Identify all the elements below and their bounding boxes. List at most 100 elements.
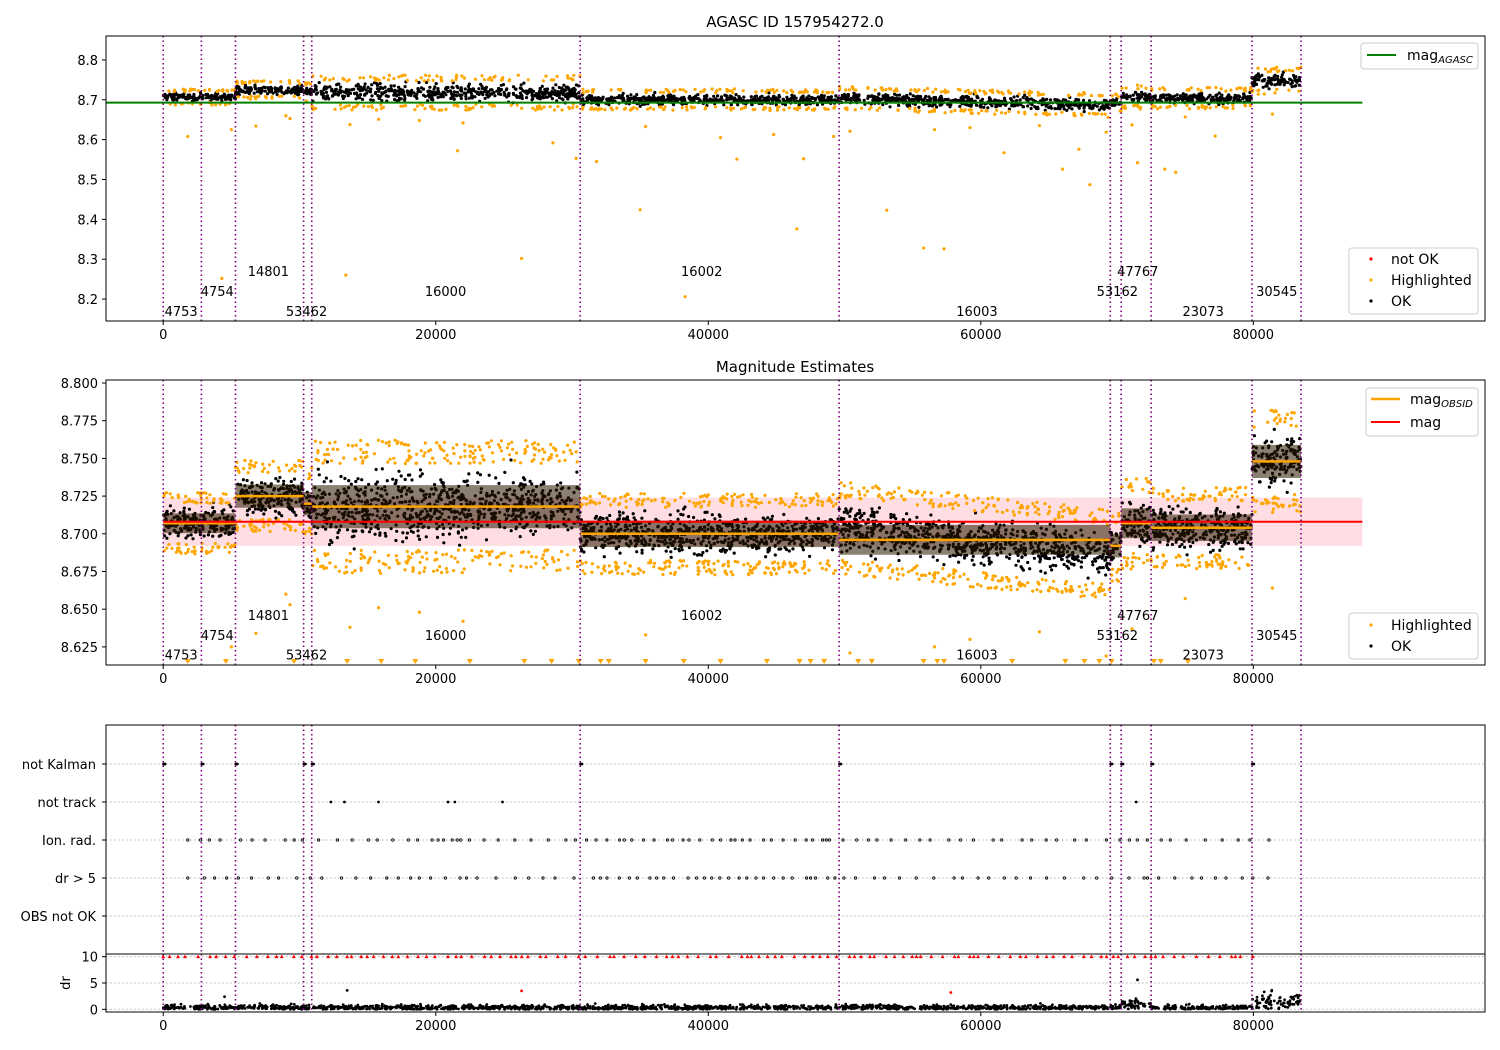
highlighted-point (988, 89, 992, 93)
y-axis: 8.28.38.48.58.68.78.8 (77, 54, 106, 308)
ok-point (1014, 563, 1018, 567)
y-tick-label: 8.7 (77, 94, 98, 109)
ok-point (545, 87, 550, 91)
highlighted-point (703, 107, 707, 111)
ok-point (463, 87, 467, 91)
ok-point (785, 95, 789, 99)
ok-point (407, 90, 411, 94)
ok-point (982, 105, 986, 109)
ok-point (737, 98, 741, 102)
ok-point (219, 533, 223, 537)
ok-point (397, 93, 401, 97)
ok-point (337, 82, 341, 86)
ok-point (1280, 73, 1284, 77)
highlighted-point (192, 87, 197, 92)
ok-point (418, 474, 422, 478)
ok-point (258, 90, 262, 94)
highlighted-point (1208, 86, 1212, 90)
highlighted-point (341, 77, 345, 81)
ok-point (477, 87, 481, 91)
highlighted-point (678, 88, 682, 92)
ok-point (169, 93, 173, 97)
ok-point (673, 547, 677, 551)
ok-point (852, 97, 856, 102)
highlighted-point (844, 88, 848, 92)
ok-point (1292, 73, 1296, 78)
ok-point (543, 87, 547, 92)
ok-point (479, 82, 483, 86)
ok-point (701, 550, 705, 555)
ok-point (617, 510, 622, 514)
ok-point (830, 548, 835, 552)
ok-point (1048, 98, 1053, 102)
ok-point (601, 516, 605, 521)
ok-point (767, 91, 771, 95)
highlighted-point (1205, 86, 1209, 90)
ok-point (1280, 77, 1284, 81)
highlighted-point (807, 106, 811, 110)
highlighted-point (560, 108, 564, 112)
ok-point (605, 516, 609, 520)
ok-point (1128, 95, 1132, 99)
highlighted-point (793, 107, 797, 111)
ok-point (503, 470, 507, 474)
highlighted-point (1007, 109, 1011, 113)
ok-point (1138, 96, 1142, 101)
ok-point (240, 89, 244, 94)
highlighted-point (277, 94, 281, 98)
ok-point (913, 102, 917, 106)
highlighted-point (580, 107, 585, 111)
highlighted-point (324, 76, 328, 80)
ok-point (163, 534, 167, 538)
highlighted-point (662, 90, 666, 95)
highlighted-point (866, 86, 870, 90)
highlighted-point (850, 85, 854, 89)
highlighted-point (480, 105, 484, 109)
highlighted-point (690, 106, 694, 110)
ok-point (344, 88, 348, 92)
highlighted-point (1213, 134, 1217, 138)
ok-point (476, 480, 480, 484)
ok-point (214, 97, 218, 101)
ok-point (876, 96, 881, 100)
highlighted-point (331, 77, 335, 81)
ok-point (1047, 106, 1051, 110)
ok-point (1294, 78, 1298, 82)
highlighted-point (480, 74, 484, 78)
highlighted-point (1034, 112, 1038, 116)
highlighted-point (1276, 70, 1280, 74)
highlighted-point (966, 88, 970, 92)
ok-point (186, 534, 190, 538)
ok-point (187, 507, 191, 511)
highlighted-point (1243, 86, 1247, 90)
ok-point (459, 87, 463, 91)
ok-point (325, 94, 330, 98)
magnitude-history-panel: AGASC ID 157954272.0 8.28.38.48.58.68.78… (77, 13, 1486, 343)
ok-point (736, 518, 740, 522)
ok-point (562, 88, 566, 92)
ok-point (1293, 84, 1297, 88)
highlighted-point (772, 90, 776, 94)
ok-point (253, 85, 257, 89)
ok-point (368, 90, 373, 94)
ok-point (1153, 96, 1157, 100)
ok-point (294, 513, 298, 517)
highlighted-point (1223, 106, 1227, 110)
ok-point (216, 96, 220, 101)
highlighted-point (570, 77, 575, 82)
highlighted-point (968, 126, 972, 130)
ok-point (1228, 98, 1232, 102)
ok-point (911, 97, 916, 102)
ok-point (846, 94, 851, 98)
highlighted-point (1219, 87, 1223, 91)
ok-point (958, 104, 962, 108)
legend-marker-ok (1369, 299, 1373, 303)
ok-point (914, 97, 918, 101)
ok-point (497, 481, 501, 485)
ok-point (397, 469, 401, 473)
ok-point (348, 91, 353, 95)
ok-point (618, 513, 622, 518)
ok-point (233, 96, 237, 100)
ok-point (290, 90, 294, 94)
highlighted-point (376, 117, 381, 121)
